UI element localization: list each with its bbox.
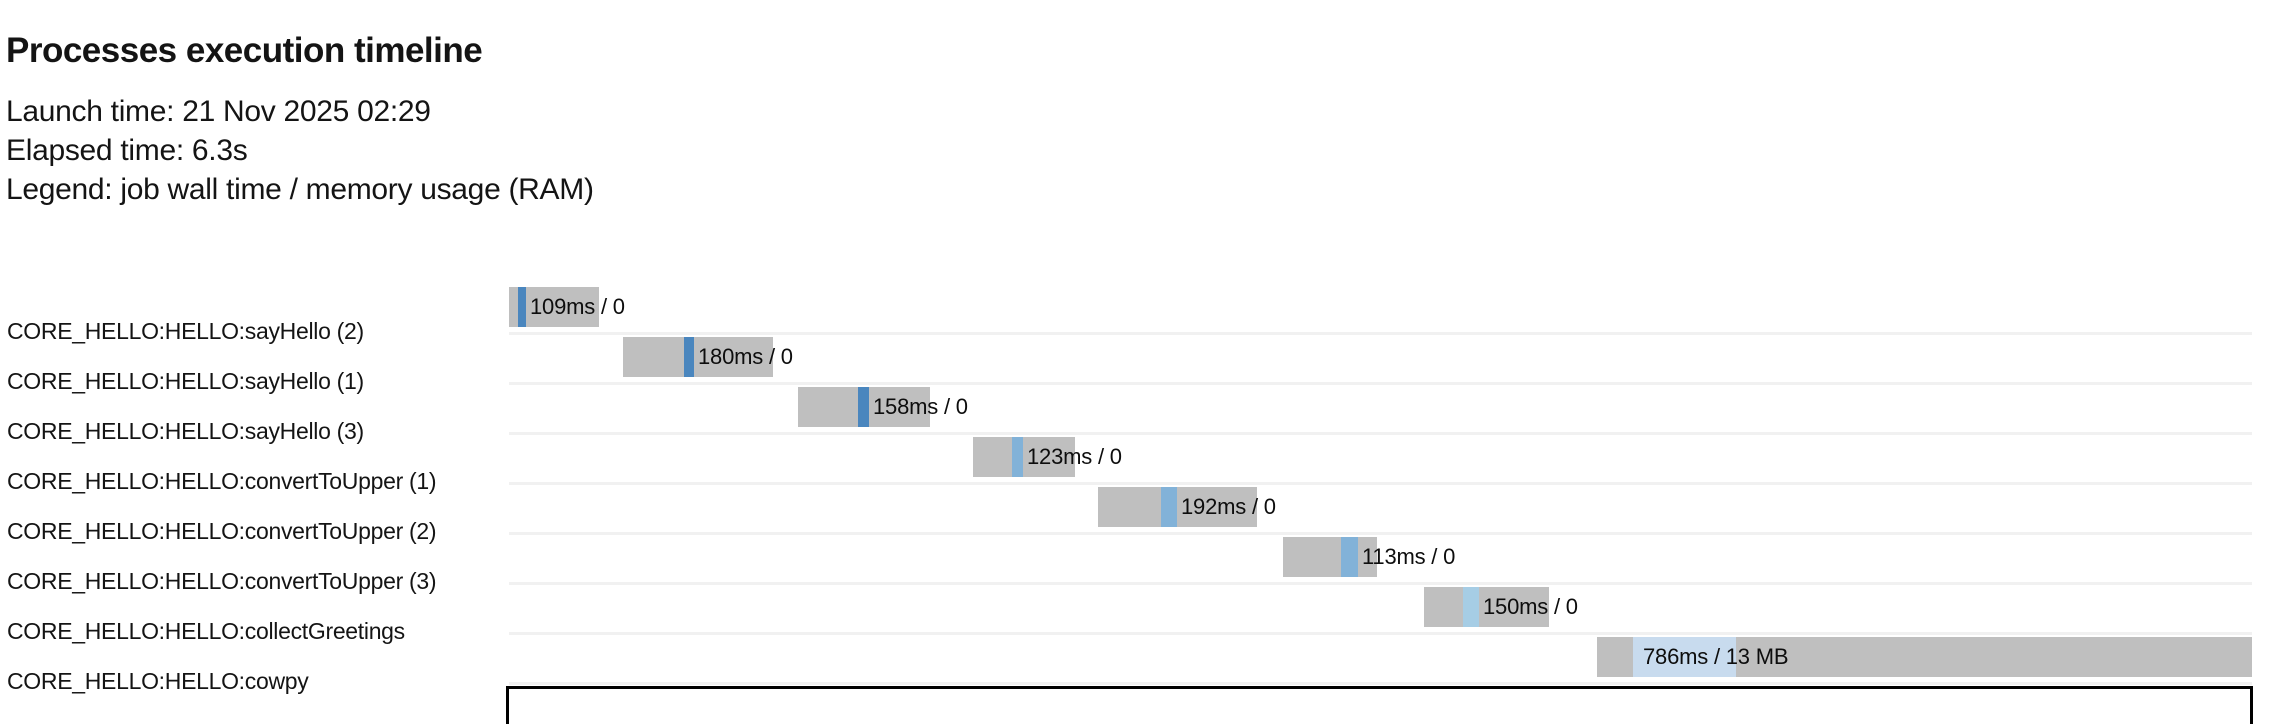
process-label: CORE_HELLO:HELLO:cowpy	[7, 668, 309, 694]
task-bar-label: 109ms / 0	[530, 294, 625, 319]
task-bar	[973, 437, 1075, 477]
task-bar-label: 786ms / 13 MB	[1643, 644, 1789, 669]
task-runtime-segment	[684, 337, 694, 377]
elapsed-time-text: Elapsed time: 6.3s	[6, 134, 248, 167]
task-bar-label: 123ms / 0	[1027, 444, 1122, 469]
task-bar	[1424, 587, 1549, 627]
process-label: CORE_HELLO:HELLO:convertToUpper (2)	[7, 518, 437, 544]
process-label: CORE_HELLO:HELLO:convertToUpper (1)	[7, 468, 437, 494]
task-bar	[1283, 537, 1377, 577]
process-label: CORE_HELLO:HELLO:collectGreetings	[7, 618, 405, 644]
task-bar-label: 180ms / 0	[698, 344, 793, 369]
task-bar	[1098, 487, 1257, 527]
task-runtime-segment	[1463, 587, 1479, 627]
row-separator-line	[509, 632, 2252, 635]
process-label: CORE_HELLO:HELLO:sayHello (1)	[7, 368, 364, 394]
task-runtime-segment	[518, 287, 526, 327]
row-separator-line	[509, 482, 2252, 485]
row-separator-line	[509, 432, 2252, 435]
task-bar-label: 150ms / 0	[1483, 594, 1578, 619]
task-bar-label: 192ms / 0	[1181, 494, 1276, 519]
task-runtime-segment	[1161, 487, 1177, 527]
task-bar	[623, 337, 773, 377]
task-bar-label: 158ms / 0	[873, 394, 968, 419]
axis-panel	[506, 686, 2253, 724]
row-separator-line	[509, 682, 2252, 685]
process-label: CORE_HELLO:HELLO:sayHello (2)	[7, 318, 364, 344]
row-separator-line	[509, 582, 2252, 585]
process-labels-column: CORE_HELLO:HELLO:sayHello (2) CORE_HELLO:…	[7, 287, 507, 724]
process-label: CORE_HELLO:HELLO:convertToUpper (3)	[7, 568, 437, 594]
task-runtime-segment	[1341, 537, 1358, 577]
task-runtime-segment	[1633, 637, 1736, 677]
timeline-chart: 109ms / 0 180ms / 0 158ms / 0 123ms / 0 192m…	[509, 287, 2252, 724]
legend-text: Legend: job wall time / memory usage (RA…	[6, 173, 594, 206]
run-metadata: Launch time: 21 Nov 2025 02:29 Elapsed t…	[6, 92, 594, 209]
task-runtime-segment	[1012, 437, 1023, 477]
process-label: CORE_HELLO:HELLO:sayHello (3)	[7, 418, 364, 444]
launch-time-text: Launch time: 21 Nov 2025 02:29	[6, 95, 431, 128]
task-runtime-segment	[858, 387, 869, 427]
row-separator-line	[509, 532, 2252, 535]
page-title: Processes execution timeline	[6, 31, 483, 71]
task-bar-label: 113ms / 0	[1362, 544, 1456, 569]
row-separator-line	[509, 382, 2252, 385]
row-separator-line	[509, 332, 2252, 335]
